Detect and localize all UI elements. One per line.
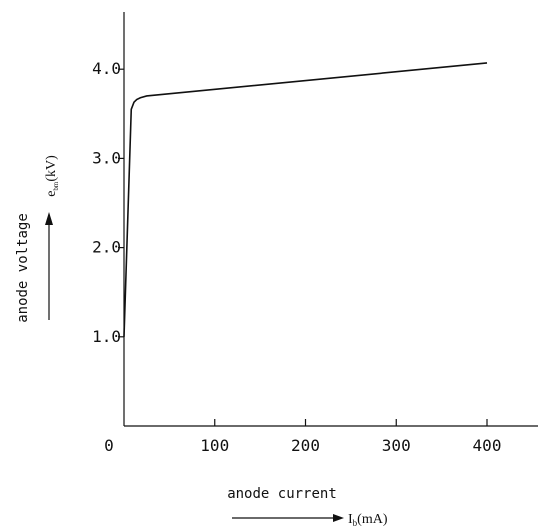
x-tick-label: 100 xyxy=(200,436,229,455)
x-tick-label: 400 xyxy=(473,436,502,455)
y-axis: 1.0 2.0 3.0 4.0 xyxy=(92,12,125,426)
y-axis-label: anode voltage xyxy=(15,213,31,323)
x-tick-label: 0 xyxy=(104,436,114,455)
y-axis-title: anode voltage ebm(kV) xyxy=(15,155,60,323)
x-axis-label: anode current xyxy=(227,486,337,502)
y-axis-unit: ebm(kV) xyxy=(44,155,60,197)
x-axis-title: anode current Ib(mA) xyxy=(227,486,388,528)
y-tick-label: 2.0 xyxy=(92,238,121,257)
y-tick-label: 4.0 xyxy=(92,59,121,78)
x-axis-arrow-head xyxy=(333,514,344,522)
x-tick-label: 300 xyxy=(382,436,411,455)
plot-area xyxy=(123,62,488,337)
x-tick-label: 200 xyxy=(291,436,320,455)
y-tick-label: 3.0 xyxy=(92,148,121,167)
y-axis-arrow-head xyxy=(45,212,53,225)
y-tick-label: 1.0 xyxy=(92,327,121,346)
x-axis-unit: Ib(mA) xyxy=(348,512,388,528)
data-line xyxy=(123,62,488,337)
x-axis: 0 100 200 300 400 xyxy=(104,419,538,455)
